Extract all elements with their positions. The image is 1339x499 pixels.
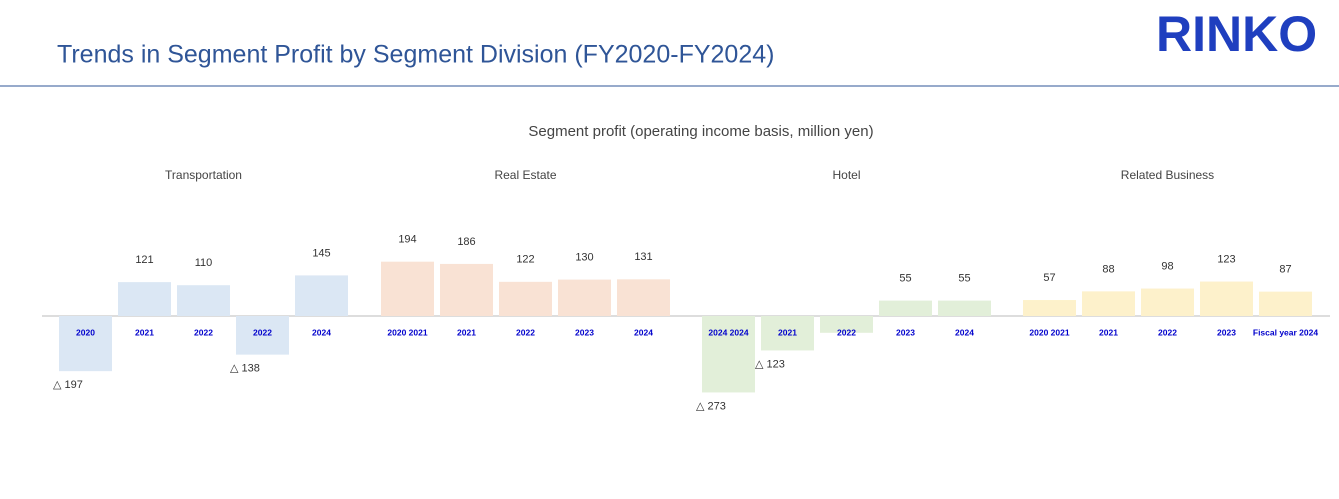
value-label: 87 [1279, 264, 1291, 276]
bar [1023, 300, 1076, 316]
x-tick-label: 2023 [1217, 327, 1236, 337]
value-label: △ 273 [696, 400, 726, 412]
x-tick-label: Fiscal year 2024 [1253, 327, 1318, 337]
chart-subtitle: Segment profit (operating income basis, … [528, 123, 873, 140]
value-label: △ 197 [53, 379, 83, 391]
x-tick-label: 2021 [778, 327, 797, 337]
x-tick-label: 2022 [194, 327, 213, 337]
value-label: 57 [1043, 272, 1055, 284]
value-label: 121 [135, 254, 153, 266]
bar [440, 263, 493, 316]
bar [938, 300, 991, 316]
value-label: 88 [1102, 263, 1114, 275]
x-tick-label: 2020 2021 [387, 327, 427, 337]
value-label: 55 [899, 273, 911, 285]
x-tick-label: 2021 [457, 327, 476, 337]
segment-title: Related Business [1121, 168, 1214, 182]
value-label: △ 138 [230, 363, 260, 375]
segment-title: Real Estate [494, 168, 556, 182]
bar [236, 316, 289, 355]
segment-title: Transportation [165, 168, 242, 182]
value-label: 55 [958, 273, 970, 285]
x-tick-label: 2022 [1158, 327, 1177, 337]
value-label: 130 [575, 252, 593, 264]
bar [177, 285, 230, 316]
segment-title: Hotel [832, 168, 860, 182]
x-tick-label: 2020 2021 [1029, 327, 1069, 337]
bar [499, 281, 552, 316]
x-tick-label: 2024 2024 [708, 327, 748, 337]
value-label: △ 123 [755, 358, 785, 370]
bar [1141, 288, 1194, 316]
bar [879, 300, 932, 316]
x-tick-label: 2021 [135, 327, 154, 337]
value-label: 98 [1161, 260, 1173, 272]
x-tick-label: 2024 [634, 327, 653, 337]
value-label: 186 [457, 236, 475, 248]
bar [118, 282, 171, 316]
bar [59, 316, 112, 372]
bar [702, 316, 755, 393]
x-tick-label: 2023 [896, 327, 915, 337]
x-tick-label: 2023 [575, 327, 594, 337]
x-tick-label: 2022 [837, 327, 856, 337]
bar [558, 279, 611, 316]
value-label: 110 [195, 257, 213, 269]
bar [381, 261, 434, 316]
bar [617, 279, 670, 316]
bar [1259, 291, 1312, 316]
x-tick-label: 2024 [955, 327, 974, 337]
value-label: 123 [1217, 253, 1235, 265]
value-label: 131 [634, 251, 652, 263]
slide-title: Trends in Segment Profit by Segment Divi… [57, 41, 774, 69]
value-label: 194 [398, 234, 416, 246]
bar [820, 316, 873, 333]
bar [1200, 281, 1253, 316]
bar [295, 275, 348, 316]
bar [761, 316, 814, 351]
x-tick-label: 2024 [312, 327, 331, 337]
x-tick-label: 2020 [76, 327, 95, 337]
x-tick-label: 2022 [253, 327, 272, 337]
value-label: 145 [312, 247, 330, 259]
logo: RINKO [1156, 6, 1317, 62]
x-tick-label: 2021 [1099, 327, 1118, 337]
x-tick-label: 2022 [516, 327, 535, 337]
bar [1082, 291, 1135, 316]
value-label: 122 [516, 254, 534, 266]
